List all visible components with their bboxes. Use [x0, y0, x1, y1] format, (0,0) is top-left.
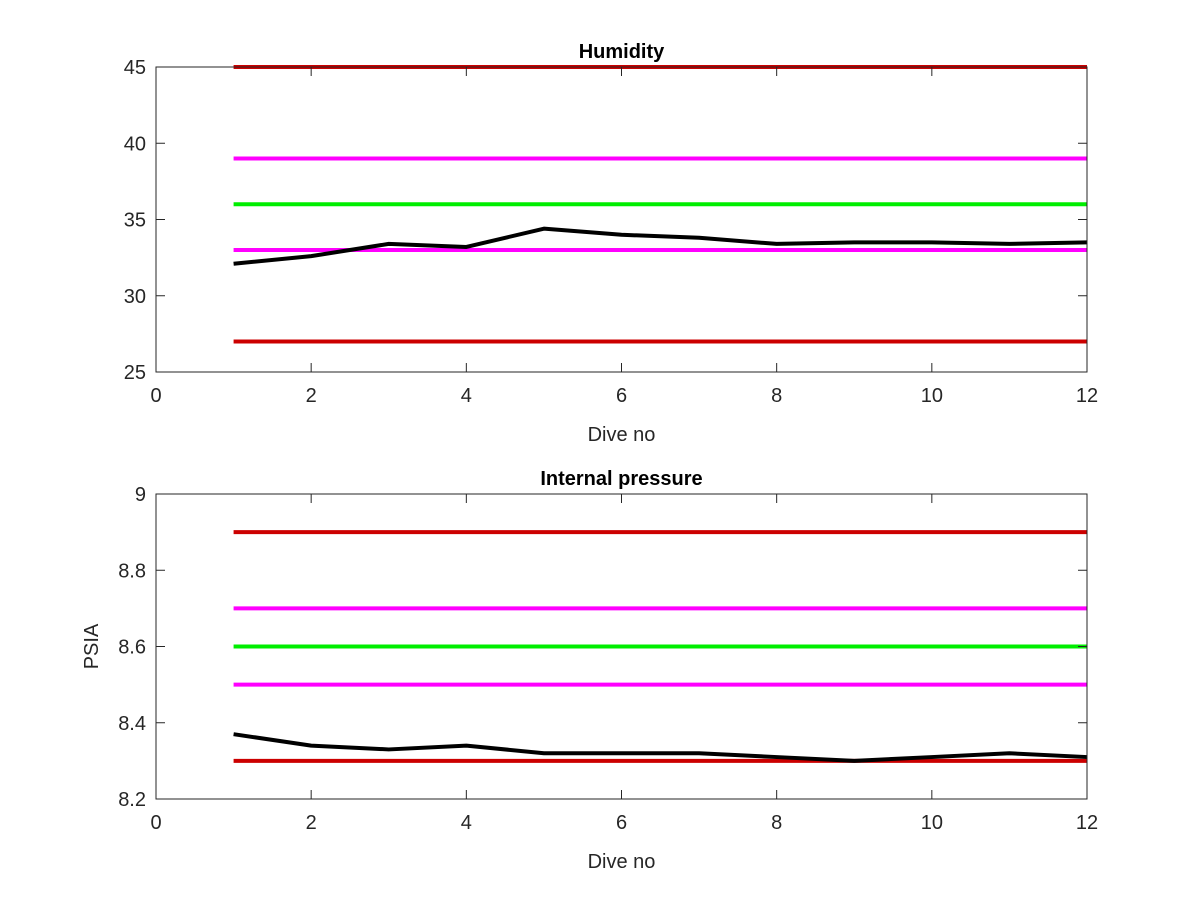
x-tick-label: 2	[306, 385, 317, 407]
x-tick-label: 8	[771, 812, 782, 834]
series-line-5	[233, 226, 1088, 266]
x-tick-label: 4	[461, 385, 472, 407]
y-tick-label: 30	[124, 286, 146, 308]
x-tick-label: 12	[1076, 812, 1098, 834]
x-axis-label: Dive no	[588, 851, 656, 873]
y-tick-label: 25	[124, 362, 146, 384]
chart-title: Humidity	[579, 41, 665, 63]
y-tick-label: 8.2	[118, 789, 146, 811]
y-tick-label: 35	[124, 210, 146, 232]
y-tick-label: 9	[135, 484, 146, 506]
series-line-5	[233, 732, 1088, 763]
chart-title: Internal pressure	[540, 468, 702, 490]
x-tick-label: 6	[616, 812, 627, 834]
y-tick-label: 45	[124, 57, 146, 79]
axes-box	[155, 66, 1088, 373]
internal-pressure-chart: 0 2 4 6 8 10 12 8.2 8.4 8.6 8.8 9 Internal pressure D…	[81, 468, 1098, 873]
x-tick-label: 8	[771, 385, 782, 407]
x-tick-label: 6	[616, 385, 627, 407]
x-tick-label: 2	[306, 812, 317, 834]
y-axis-label: PSIA	[81, 623, 103, 669]
x-tick-label: 4	[461, 812, 472, 834]
x-tick-label: 10	[921, 385, 943, 407]
y-tick-label: 40	[124, 133, 146, 155]
y-tick-label: 8.8	[118, 560, 146, 582]
humidity-chart: 0 2 4 6 8 10 12 25 30 35 40 45 Humidity Dive no	[124, 41, 1098, 446]
y-tick-label: 8.6	[118, 637, 146, 659]
y-tick-label: 8.4	[118, 713, 146, 735]
x-tick-label: 10	[921, 812, 943, 834]
x-tick-label: 0	[150, 385, 161, 407]
x-tick-label: 0	[150, 812, 161, 834]
x-tick-label: 12	[1076, 385, 1098, 407]
x-axis-label: Dive no	[588, 424, 656, 446]
